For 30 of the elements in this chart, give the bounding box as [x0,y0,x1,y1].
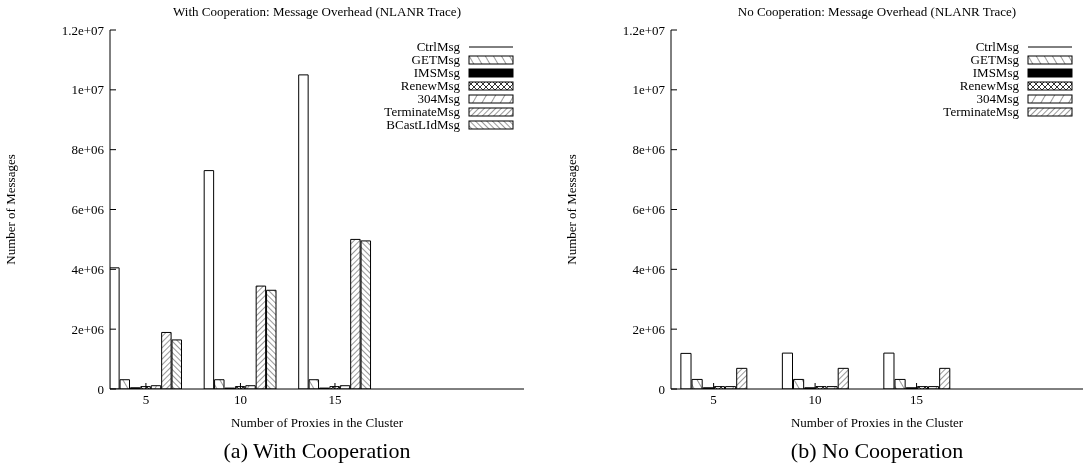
y-axis-title: Number of Messages [2,154,18,265]
x-axis-title: Number of Proxies in the Cluster [790,415,964,430]
y-tick-label: 0 [658,381,665,397]
x-tick-label: 15 [328,392,342,408]
text: (b) No Cooperation [789,438,965,464]
y-tick-label: 6e+06 [632,202,666,218]
y-tick-label: 4e+06 [71,261,105,277]
y-tick-label: 1e+07 [632,82,666,98]
x-axis-title: Number of Proxies in the Cluster [230,415,404,430]
chart-title: With Cooperation: Message Overhead (NLANR Trace) [172,4,462,20]
y-tick-label: 2e+06 [632,321,666,337]
legend-label: CtrlMsg [416,39,460,54]
chart-title: No Cooperation: Message Overhead (NLANR Trace) [736,4,1018,20]
y-axis-title: Number of Messages [563,154,579,265]
x-tick-label: 15 [910,392,924,408]
y-tick-label: 1e+07 [71,82,105,98]
y-tick-label: 8e+06 [71,142,105,158]
y-tick-label: 1.2e+07 [61,22,105,38]
y-tick-label: 0 [97,381,104,397]
x-tick-label: 5 [142,392,150,408]
y-tick-label: 2e+06 [71,321,105,337]
x-tick-label: 10 [233,392,247,408]
x-tick-label: 10 [808,392,822,408]
y-tick-label: 4e+06 [632,261,666,277]
y-tick-label: 6e+06 [71,202,105,218]
text: (a) With Cooperation [222,438,412,464]
x-tick-label: 5 [710,392,717,408]
y-tick-label: 8e+06 [632,142,666,158]
legend-label: CtrlMsg [975,39,1019,54]
y-tick-label: 1.2e+07 [622,22,666,38]
